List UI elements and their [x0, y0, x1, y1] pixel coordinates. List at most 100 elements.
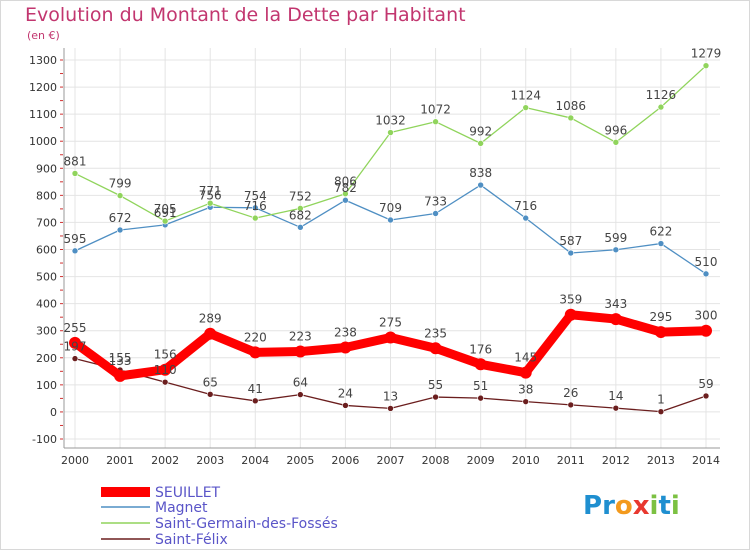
series-point-magnet — [71, 247, 79, 255]
data-label-seuillet: 255 — [64, 321, 87, 335]
y-tick-label: 1100 — [29, 108, 57, 121]
series-point-saint-germain-des-fosses — [116, 192, 124, 199]
y-tick-label: 1000 — [29, 135, 57, 148]
series-point-seuillet — [564, 308, 577, 321]
data-label-magnet: 709 — [379, 201, 402, 215]
chart-axes: -100 0 100 200 300 400 500 600 700 800 900 1000 1100… — [29, 48, 720, 467]
series-point-saint-germain-des-fosses — [522, 104, 530, 111]
x-tick-label: 2009 — [467, 454, 495, 467]
series-point-saint-germain-des-fosses — [251, 214, 259, 222]
data-label-magnet: 672 — [109, 211, 132, 225]
series-point-saint-germain-des-fosses — [161, 217, 169, 225]
series-point-magnet — [251, 204, 259, 212]
series-point-saint-felix — [387, 405, 394, 412]
y-tick-label: 1200 — [29, 81, 57, 94]
data-label-saint-felix: 1 — [657, 393, 665, 407]
data-label-saint-germain-des-fosses: 1072 — [420, 103, 451, 117]
chart-unit: (en €) — [27, 29, 60, 42]
series-point-magnet — [342, 196, 349, 204]
data-label-seuillet: 238 — [334, 325, 357, 339]
series-point-saint-felix — [251, 397, 259, 405]
chart-legend: SEUILLETMagnetSaint-Germain-des-FossésSa… — [101, 485, 338, 548]
logo-letter: i — [670, 491, 680, 521]
series-point-saint-germain-des-fosses — [567, 114, 575, 122]
logo-letter: t — [658, 491, 671, 521]
y-tick-label: 600 — [36, 244, 57, 257]
series-point-magnet — [567, 249, 575, 257]
series-point-magnet — [477, 181, 484, 189]
series-point-seuillet — [384, 331, 397, 344]
data-label-magnet: 733 — [424, 194, 447, 208]
data-label-magnet: 716 — [514, 199, 537, 213]
series-point-seuillet — [294, 345, 307, 358]
data-label-seuillet: 220 — [244, 330, 267, 344]
data-label-seuillet: 156 — [154, 348, 177, 362]
series-point-seuillet — [159, 363, 172, 376]
data-label-saint-felix: 55 — [428, 378, 443, 392]
series-point-saint-felix — [71, 355, 79, 362]
data-label-saint-germain-des-fosses: 1279 — [691, 47, 722, 61]
x-tick-label: 2012 — [602, 454, 630, 467]
data-label-saint-germain-des-fosses: 705 — [154, 202, 177, 216]
data-label-seuillet: 295 — [649, 310, 672, 324]
x-tick-label: 2006 — [331, 454, 359, 467]
series-point-saint-germain-des-fosses — [297, 205, 304, 212]
y-tick-label: 100 — [36, 379, 57, 392]
series-point-seuillet — [700, 324, 712, 337]
data-label-saint-felix: 110 — [154, 363, 177, 377]
logo-letter: i — [649, 491, 659, 521]
y-tick-label: 400 — [36, 298, 57, 311]
series-point-magnet — [657, 240, 665, 247]
series-point-seuillet — [429, 342, 442, 355]
x-tick-label: 2001 — [106, 454, 134, 467]
series-point-saint-felix — [342, 402, 349, 409]
legend-label-saint-germain-des-fosses: Saint-Germain-des-Fossés — [155, 516, 338, 532]
y-tick-label: 800 — [36, 189, 57, 202]
series-point-magnet — [522, 214, 530, 222]
x-tick-label: 2011 — [557, 454, 585, 467]
series-point-saint-felix — [522, 398, 530, 405]
series-point-seuillet — [69, 336, 81, 349]
x-tick-label: 2008 — [422, 454, 450, 467]
data-label-saint-felix: 64 — [293, 376, 308, 390]
series-point-seuillet — [519, 366, 532, 379]
data-label-saint-germain-des-fosses: 881 — [64, 154, 87, 168]
data-label-saint-germain-des-fosses: 992 — [469, 124, 492, 138]
data-label-saint-felix: 59 — [698, 377, 713, 391]
series-point-saint-felix — [432, 393, 439, 401]
x-tick-label: 2000 — [61, 454, 89, 467]
data-label-seuillet: 300 — [695, 309, 718, 323]
logo-letter: r — [602, 491, 615, 521]
data-label-saint-germain-des-fosses: 799 — [109, 177, 132, 191]
data-label-seuillet: 359 — [559, 293, 582, 307]
data-label-magnet: 691 — [154, 206, 177, 220]
data-label-saint-germain-des-fosses: 806 — [334, 175, 357, 189]
series-point-saint-germain-des-fosses — [71, 170, 79, 177]
logo-letter: o — [614, 491, 633, 521]
data-label-seuillet: 343 — [604, 297, 627, 311]
data-label-saint-germain-des-fosses: 752 — [289, 189, 312, 203]
series-point-saint-felix — [702, 392, 710, 400]
data-label-magnet: 838 — [469, 166, 492, 180]
data-label-magnet: 587 — [559, 234, 582, 248]
series-point-seuillet — [654, 326, 667, 339]
series-point-saint-germain-des-fosses — [612, 138, 620, 146]
y-tick-label: -100 — [32, 433, 57, 446]
x-tick-label: 2014 — [692, 454, 720, 467]
series-point-saint-germain-des-fosses — [342, 190, 349, 198]
data-label-seuillet: 289 — [199, 312, 222, 326]
data-label-saint-germain-des-fosses: 771 — [199, 184, 222, 198]
x-tick-label: 2007 — [377, 454, 405, 467]
data-label-saint-felix: 155 — [109, 351, 132, 365]
series-point-saint-felix — [567, 401, 575, 409]
series-point-saint-germain-des-fosses — [387, 129, 394, 136]
data-label-magnet: 622 — [649, 225, 672, 239]
series-point-seuillet — [609, 313, 622, 326]
y-tick-label: 1300 — [29, 54, 57, 67]
legend-label-saint-felix: Saint-Félix — [155, 532, 228, 548]
data-label-magnet: 682 — [289, 208, 312, 222]
y-tick-label: 700 — [36, 216, 57, 229]
series-point-saint-germain-des-fosses — [432, 118, 439, 126]
data-label-seuillet: 223 — [289, 330, 312, 344]
